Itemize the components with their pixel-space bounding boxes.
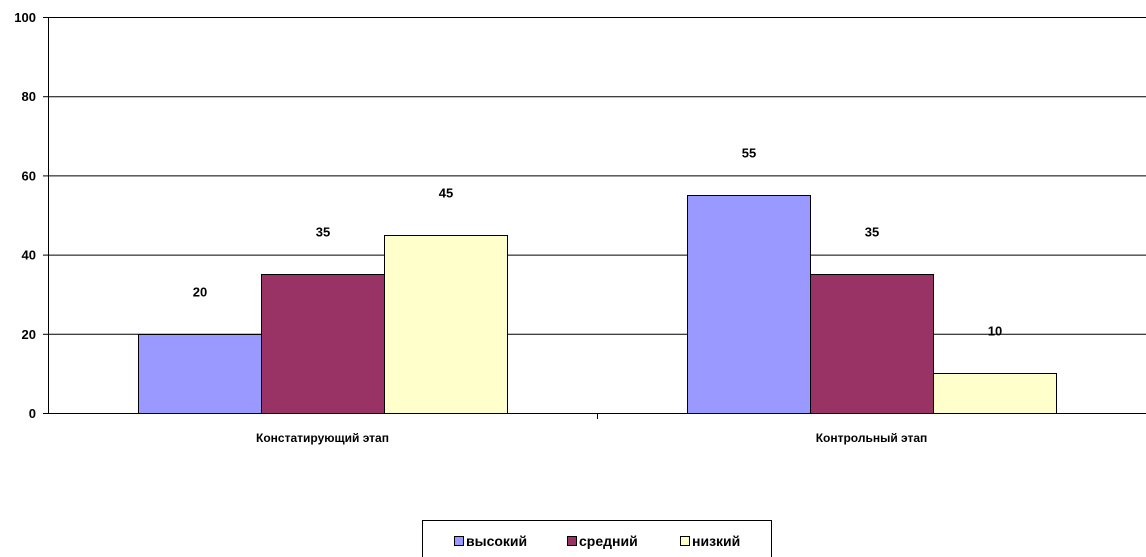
- bar-высокий-1: [687, 195, 811, 414]
- legend-swatch-высокий: [454, 536, 464, 546]
- data-labels: 20 35 45 55 35 10: [193, 146, 1002, 339]
- bar-высокий-0: [138, 334, 262, 414]
- y-tick-label: 20: [22, 327, 36, 342]
- legend-swatch-низкий: [680, 536, 690, 546]
- x-category-label: Констатирующий этап: [256, 431, 389, 445]
- y-tick-label: 60: [22, 168, 36, 183]
- legend-box: [422, 520, 772, 557]
- legend-label: низкий: [692, 533, 740, 549]
- y-tick-label: 0: [29, 406, 36, 421]
- legend-label: высокий: [466, 533, 527, 549]
- data-label: 20: [193, 285, 207, 300]
- y-tick-label: 80: [22, 89, 36, 104]
- gridlines: [48, 17, 1146, 335]
- tick-labels: 0 20 40 60 80 100 Констатирующий этап Контрольн…: [14, 10, 927, 445]
- y-tick-label: 40: [22, 248, 36, 263]
- bar-низкий-0: [384, 235, 508, 414]
- legend-label: средний: [579, 533, 638, 549]
- legend-swatch-средний: [567, 536, 577, 546]
- bar-низкий-1: [933, 373, 1057, 414]
- x-category-label: Контрольный этап: [816, 431, 928, 445]
- legend: высокий средний низкий: [422, 520, 772, 557]
- data-label: 35: [316, 225, 330, 240]
- bar-средний-1: [810, 274, 934, 414]
- bar-средний-0: [261, 274, 385, 414]
- y-tick-label: 100: [14, 10, 36, 25]
- data-label: 10: [988, 324, 1002, 339]
- data-label: 45: [439, 186, 453, 201]
- data-label: 35: [865, 225, 879, 240]
- data-label: 55: [742, 146, 756, 161]
- bars: [138, 195, 1057, 414]
